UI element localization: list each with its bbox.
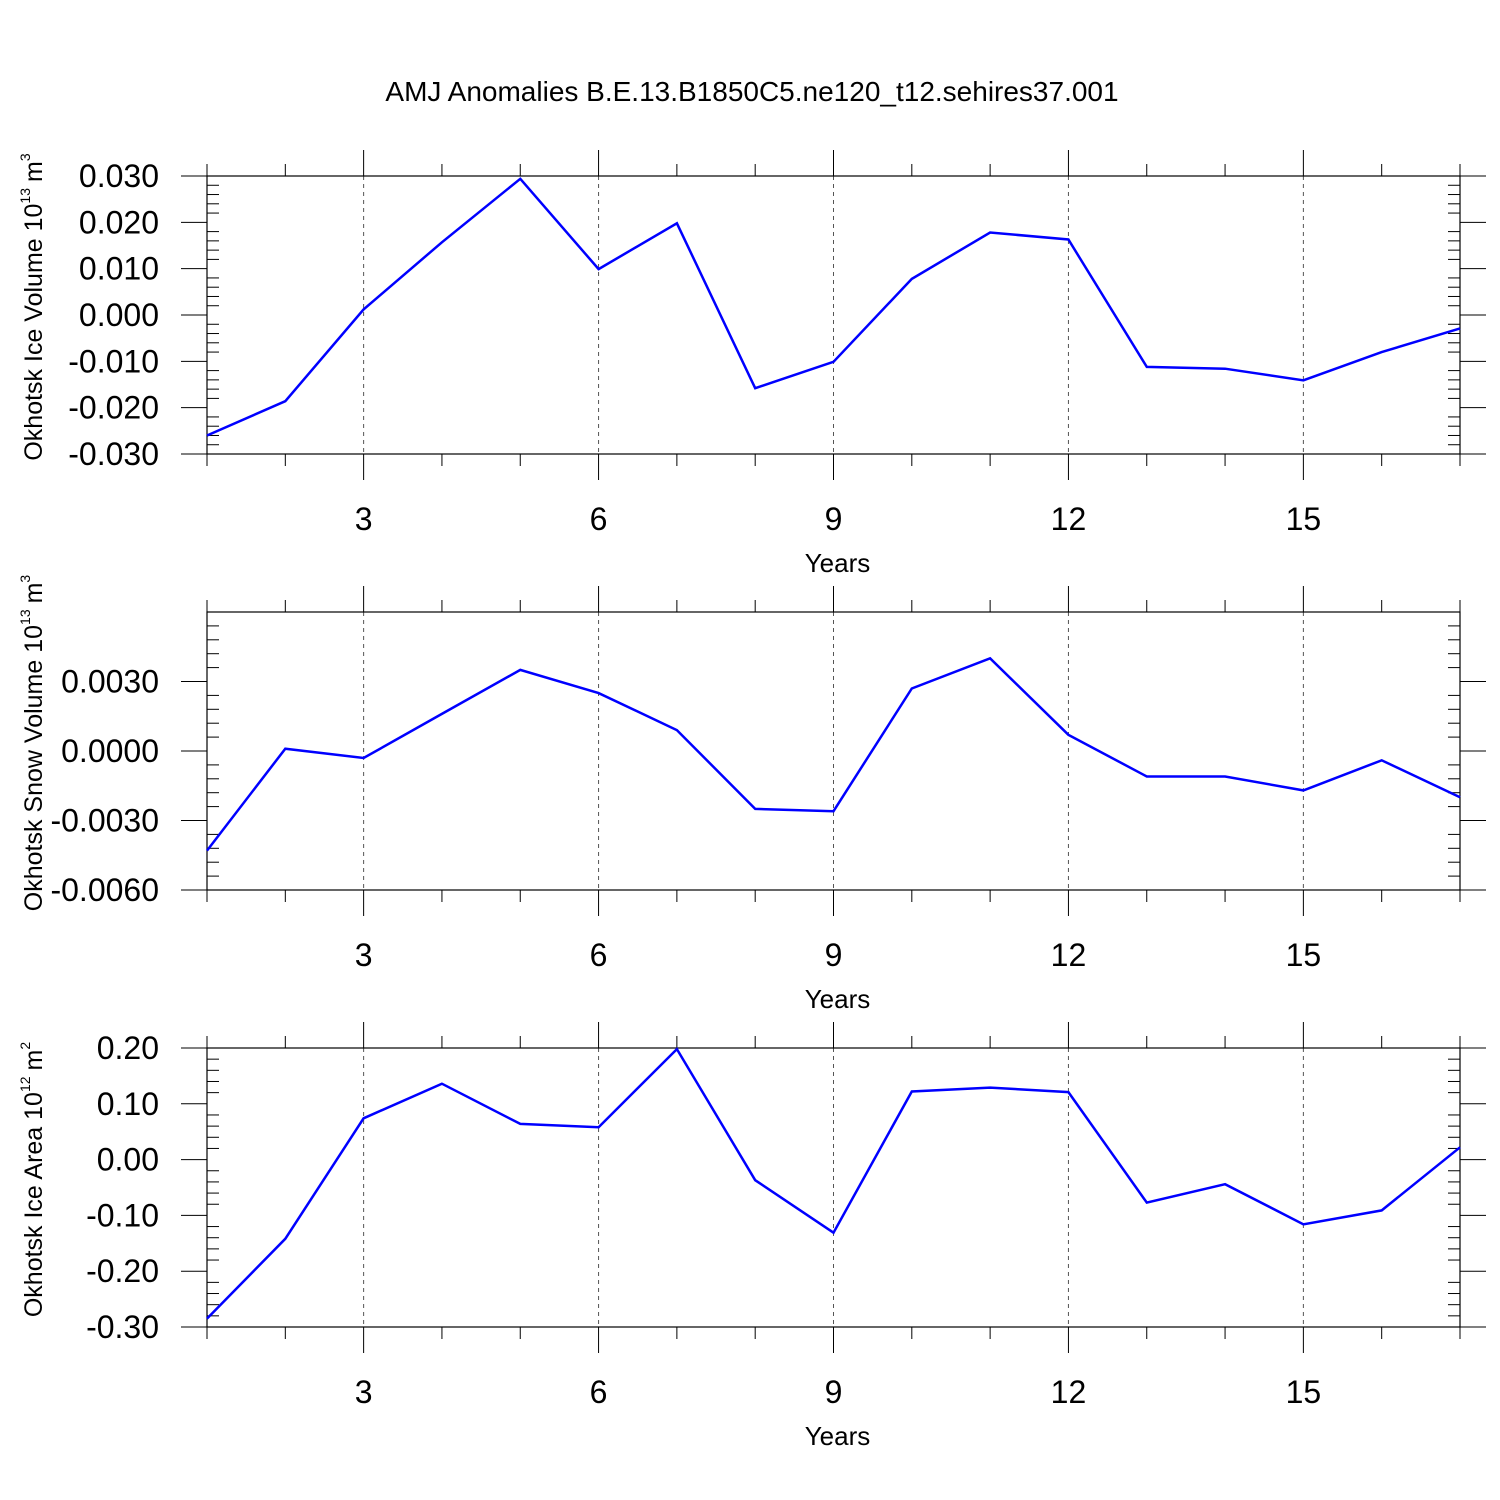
y-axis-label-main: Okhotsk Ice Area 10 — [20, 1092, 48, 1317]
y-axis-label-exp: 13 — [17, 188, 33, 204]
y-tick-label: -0.0060 — [50, 872, 159, 908]
x-tick-label: 6 — [590, 937, 608, 973]
x-tick-label: 12 — [1051, 1374, 1087, 1410]
y-axis-label: Okhotsk Ice Volume 1013 m3 — [17, 153, 48, 461]
x-tick-label: 12 — [1051, 501, 1087, 537]
y-tick-label: -0.30 — [86, 1309, 159, 1345]
x-tick-label: 15 — [1286, 501, 1322, 537]
figure-title: AMJ Anomalies B.E.13.B1850C5.ne120_t12.s… — [385, 76, 1118, 107]
y-axis-label: Okhotsk Ice Area 1012 m2 — [17, 1042, 48, 1318]
y-axis-label-main: Okhotsk Ice Volume 10 — [20, 204, 48, 461]
y-tick-label: -0.0030 — [50, 803, 159, 839]
y-tick-label: 0.0030 — [61, 664, 159, 700]
series-line — [206, 177, 1461, 437]
x-tick-label: 6 — [590, 1374, 608, 1410]
y-axis-label-unit-exp: 3 — [17, 575, 33, 583]
y-axis-label-unit: m — [20, 583, 48, 604]
x-tick-label: 3 — [355, 937, 373, 973]
series-line — [206, 1047, 1461, 1320]
panel-3: 3 6 9 12 15 Years -0.30 -0.20 -0.10 0.00 0.10 0.20 O… — [17, 1022, 1486, 1451]
y-tick-label: -0.030 — [68, 436, 159, 472]
y-tick-label: 0.20 — [97, 1030, 159, 1066]
y-axis-label-exp: 12 — [17, 1076, 33, 1092]
series-line — [206, 656, 1461, 852]
x-tick-label: 6 — [590, 501, 608, 537]
x-axis-label: Years — [805, 548, 871, 578]
panel-1: 3 6 9 12 15 Years -0.030 -0.020 -0.010 0.000 0.010… — [17, 150, 1486, 578]
x-tick-label: 3 — [355, 501, 373, 537]
y-axis-label-unit: m — [20, 1050, 48, 1071]
y-axis-label-exp: 13 — [17, 609, 33, 625]
x-tick-label: 9 — [825, 501, 843, 537]
x-tick-label: 9 — [825, 1374, 843, 1410]
y-tick-label: -0.010 — [68, 343, 159, 379]
y-tick-label: -0.10 — [86, 1197, 159, 1233]
y-axis-label-main: Okhotsk Snow Volume 10 — [20, 625, 48, 911]
y-axis-label-unit-exp: 2 — [17, 1042, 33, 1050]
y-tick-label: 0.00 — [97, 1142, 159, 1178]
y-axis-label-unit-exp: 3 — [17, 153, 33, 161]
y-tick-label: 0.10 — [97, 1086, 159, 1122]
x-tick-label: 15 — [1286, 937, 1322, 973]
y-tick-label: -0.20 — [86, 1253, 159, 1289]
y-axis-label: Okhotsk Snow Volume 1013 m3 — [17, 575, 48, 912]
y-tick-label: -0.020 — [68, 390, 159, 426]
y-tick-label: 0.0000 — [61, 733, 159, 769]
x-axis-label: Years — [805, 1421, 871, 1451]
x-axis-label: Years — [805, 984, 871, 1014]
x-tick-label: 12 — [1051, 937, 1087, 973]
x-tick-label: 9 — [825, 937, 843, 973]
y-axis-label-unit: m — [20, 161, 48, 182]
x-tick-label: 15 — [1286, 1374, 1322, 1410]
y-tick-label: 0.000 — [79, 297, 159, 333]
x-tick-label: 3 — [355, 1374, 373, 1410]
panel-2: 3 6 9 12 15 Years -0.0060 -0.0030 0.0000 0.0030 Ok… — [17, 575, 1486, 1014]
panels: 3 6 9 12 15 Years -0.030 -0.020 -0.010 0.000 0.010… — [17, 150, 1486, 1451]
y-tick-label: 0.030 — [79, 158, 159, 194]
y-tick-label: 0.020 — [79, 204, 159, 240]
y-tick-label: 0.010 — [79, 251, 159, 287]
